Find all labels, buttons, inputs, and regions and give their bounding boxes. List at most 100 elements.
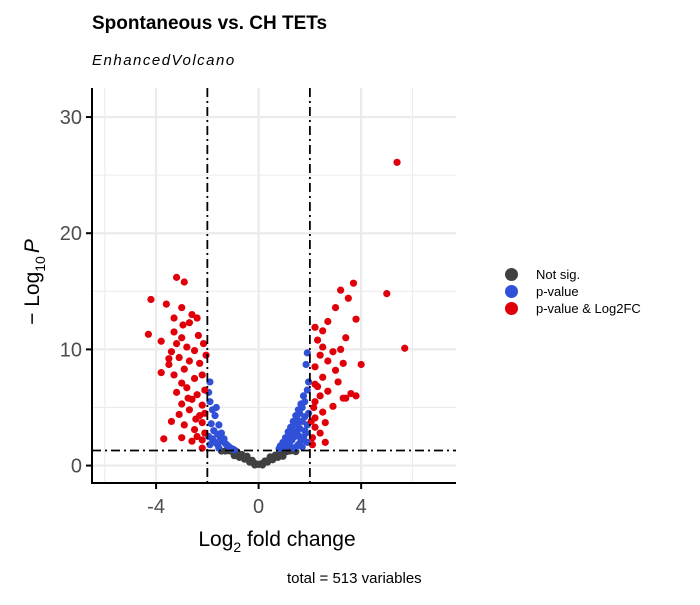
data-point [337,345,345,353]
data-point [303,386,311,394]
data-point [201,386,209,394]
x-tick-label: 4 [356,496,367,518]
y-tick-label: 0 [71,456,82,478]
data-point [319,373,327,381]
data-point [284,428,292,436]
data-point [190,346,199,355]
legend-dot-icon [505,302,518,315]
legend-label: p-value [536,284,579,299]
data-point [172,388,181,396]
data-point [212,403,220,412]
data-point [178,334,186,342]
data-point [313,382,322,391]
y-axis-label: − Log10P [21,239,48,325]
data-point [165,360,173,369]
data-point [167,348,176,356]
grid-lines [92,88,456,483]
data-point [180,421,188,429]
data-point [329,402,337,410]
data-point [243,452,251,460]
data-point [178,379,186,387]
data-point [305,378,313,386]
data-point [172,339,181,348]
legend-dot-icon [505,268,518,281]
data-point [185,406,194,414]
data-point [352,315,360,323]
data-point [215,444,223,452]
data-point [248,456,256,464]
data-point [157,369,165,377]
axes: 0 10 20 30 -4 0 4 [60,88,456,518]
legend: Not sig. p-value p-value & Log2FC [505,266,641,317]
data-point [307,417,315,426]
data-point [266,453,274,461]
series-p-value-log2fc [144,158,409,452]
data-point [290,428,299,436]
data-point [296,432,304,441]
data-point [170,314,178,322]
data-point [393,158,401,166]
data-point [170,328,178,336]
data-point [157,337,165,345]
data-point [230,446,238,454]
data-point [342,334,350,342]
legend-label: p-value & Log2FC [536,301,641,316]
chart-caption: total = 513 variables [287,570,422,587]
data-point [198,371,206,379]
data-point [190,425,199,434]
data-point [261,457,269,465]
data-point [324,357,332,365]
data-point [175,353,183,362]
data-point [183,384,191,392]
data-point [324,317,332,326]
data-point [198,418,206,427]
data-point [206,441,214,449]
data-point [324,387,332,395]
data-point [211,412,219,420]
data-point [180,365,188,373]
data-point [193,391,201,399]
data-point [198,436,206,444]
data-point [344,294,352,302]
data-point [311,423,319,431]
data-point [190,374,199,383]
data-point [185,319,194,327]
data-point [202,351,210,359]
legend-item: p-value [505,283,641,300]
legend-item: p-value & Log2FC [505,300,641,317]
data-point [331,366,340,374]
data-point [217,429,226,437]
data-point [337,286,345,294]
data-point [401,344,409,352]
data-point [383,290,391,298]
series-not-sig- [217,447,300,469]
data-point [230,452,238,460]
data-point [207,420,215,428]
data-point [165,355,173,363]
data-point [194,331,202,340]
data-point [321,418,329,427]
data-point [178,434,186,442]
data-point [170,371,178,379]
data-point [193,314,201,322]
data-point [198,444,206,452]
data-point [188,437,196,445]
data-point [319,327,327,335]
data-point [313,336,322,344]
chart-title: Spontaneous vs. CH TETs [92,13,328,34]
data-point [160,435,168,443]
data-point [144,330,152,338]
data-point [316,429,324,437]
data-point [167,417,176,426]
data-point [311,363,319,371]
data-point [299,392,308,400]
y-tick-label: 10 [60,339,82,361]
y-tick-label: 20 [60,223,82,245]
data-point [321,438,329,446]
data-point [301,427,309,435]
data-point [172,273,181,281]
data-point [193,432,201,441]
data-point [334,378,342,386]
data-points [144,158,409,469]
data-point [293,421,301,429]
